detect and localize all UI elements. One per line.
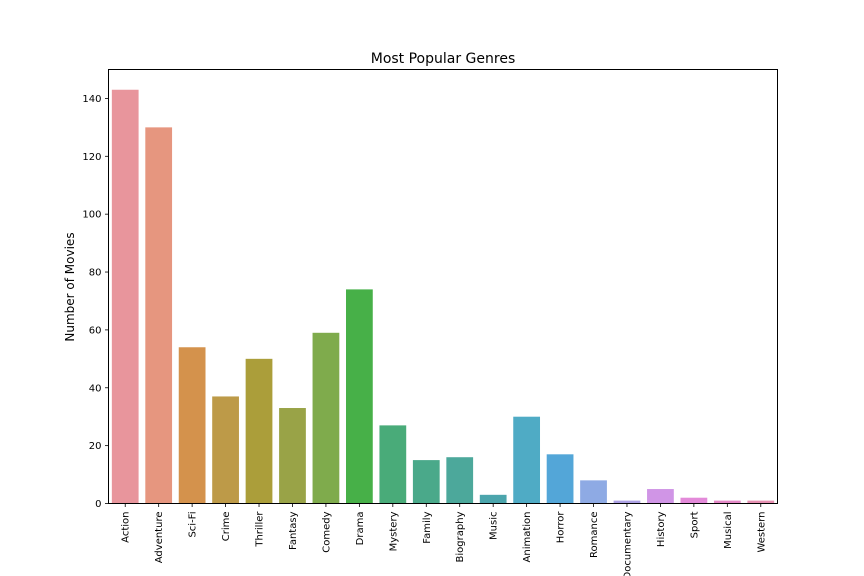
chart-title: Most Popular Genres [371,51,516,67]
x-tick-label: Family [422,511,433,543]
x-tick-label: Sport [689,511,700,538]
bar-musical [713,500,741,504]
bar-mystery [379,425,407,504]
bar-adventure [145,127,173,504]
bars-group [111,89,775,504]
bar-animation [513,416,541,504]
plot-frame [108,69,778,504]
x-tick-label: Musical [723,512,734,549]
bar-crime [212,396,239,504]
bar-thriller [245,358,273,504]
y-ticks-group: 0 20 40 60 80 100 120 140 [82,94,109,510]
bar-horror [546,454,574,504]
bar-documentary [613,500,641,504]
x-tick-label: Comedy [321,511,332,552]
x-tick-label: Mystery [388,511,399,551]
bar-sci-fi [178,347,206,504]
x-tick-label: History [656,511,667,547]
bar-family [412,460,440,504]
x-tick-label: Action [121,512,132,543]
y-tick-label: 40 [89,383,102,394]
bar-fantasy [279,408,306,504]
bar-music [479,494,507,504]
y-tick-label: 120 [82,152,101,163]
y-tick-label: 100 [82,210,101,221]
y-axis-label: Number of Movies [63,232,77,341]
x-tick-label: Romance [589,512,600,558]
bar-drama [346,289,373,504]
x-tick-label: Thriller [255,511,266,548]
x-tick-label: Biography [455,511,466,562]
y-tick-label: 80 [89,268,102,279]
x-tick-label: Documentary [622,511,633,576]
bar-romance [580,480,607,504]
x-tick-label: Crime [221,512,232,542]
x-ticks-group: Action Adventure Sci-Fi Crime Thriller Fantas… [121,503,767,576]
y-tick-label: 20 [89,441,102,452]
x-tick-label: Music [489,512,500,540]
bar-comedy [312,332,340,504]
bar-history [647,489,674,504]
x-tick-label: Adventure [154,512,165,564]
x-tick-label: Animation [522,512,533,563]
y-tick-label: 60 [89,325,102,336]
bar-sport [680,497,708,504]
x-tick-label: Drama [355,512,366,546]
x-tick-label: Sci-Fi [188,512,199,538]
y-tick-label: 0 [95,499,101,510]
bar-biography [446,457,474,504]
bar-western [747,500,775,504]
x-tick-label: Fantasy [288,511,299,550]
y-tick-label: 140 [82,94,101,105]
bar-action [111,89,139,504]
x-tick-label: Horror [556,511,567,544]
x-tick-label: Western [756,512,767,553]
